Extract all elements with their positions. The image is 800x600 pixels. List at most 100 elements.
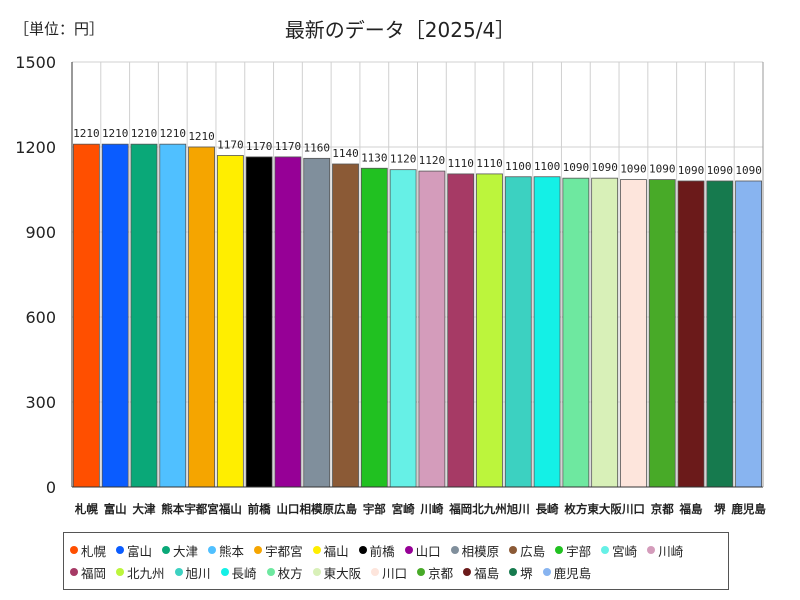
bar	[562, 177, 590, 488]
legend-item: 東大阪	[312, 561, 361, 583]
legend-item: 相模原	[450, 539, 499, 561]
legend-item: 山口	[404, 539, 441, 561]
bar	[533, 176, 561, 488]
legend-swatch	[266, 568, 275, 576]
bar	[188, 146, 215, 488]
bar	[447, 173, 475, 488]
legend-swatch	[358, 546, 367, 554]
legend-item: 前橋	[358, 539, 395, 561]
x-tick-label: 京都	[651, 502, 674, 516]
x-tick-label: 福島	[679, 502, 703, 516]
x-tick-label: 宇部	[363, 502, 386, 516]
value-label: 1090	[678, 164, 705, 177]
legend-item: 京都	[417, 561, 453, 583]
legend-label: 富山	[127, 543, 153, 559]
value-label: 1170	[217, 139, 244, 152]
legend-label: 堺	[520, 565, 533, 581]
legend-swatch	[312, 546, 321, 554]
legend-label: 川口	[382, 565, 408, 581]
legend-swatch	[404, 546, 413, 554]
legend-item: 札幌	[70, 539, 106, 561]
value-label: 1090	[563, 161, 590, 174]
legend-label: 広島	[520, 543, 546, 559]
x-tick-label: 長崎	[536, 502, 559, 516]
bar	[159, 143, 187, 488]
legend-swatch	[174, 568, 183, 576]
y-tick-label: 0	[46, 478, 56, 497]
legend-swatch	[70, 546, 78, 554]
legend-label: 福岡	[81, 565, 107, 581]
bar	[677, 180, 705, 488]
bar	[245, 156, 273, 488]
bar	[620, 179, 647, 488]
unit-label: ［単位：円］	[14, 20, 105, 38]
y-tick-labels: 0 300 600 900 1200 1500	[15, 53, 56, 497]
legend-label: 福山	[323, 543, 349, 559]
legend-label: 鹿児島	[553, 565, 592, 581]
bar	[418, 170, 446, 488]
legend-label: 宇都宮	[265, 543, 303, 559]
legend-item: 川崎	[647, 539, 683, 561]
legend-item: 福山	[312, 539, 349, 561]
value-label: 1090	[649, 163, 676, 176]
legend-item: 堺	[509, 561, 533, 583]
legend-label: 宇部	[566, 543, 592, 559]
legend-item: 宮崎	[601, 539, 637, 561]
bars	[72, 143, 763, 488]
x-tick-label: 川崎	[419, 502, 443, 516]
legend-swatch	[116, 546, 125, 554]
value-label: 1210	[102, 127, 129, 140]
value-label: 1110	[447, 157, 474, 170]
legend-label: 大津	[173, 543, 199, 559]
legend-swatch	[601, 546, 610, 554]
bar	[504, 176, 532, 488]
x-tick-label: 相模原	[299, 502, 334, 516]
legend-swatch	[220, 568, 229, 576]
axes	[71, 62, 764, 488]
bar	[303, 157, 331, 488]
y-tick-label: 900	[25, 223, 56, 242]
legend-item: 鹿児島	[542, 561, 592, 583]
legend-item: 枚方	[266, 561, 303, 583]
chart-title: 最新のデータ［2025/4］	[284, 18, 516, 42]
legend-swatch	[254, 546, 263, 554]
grid-lines	[71, 61, 764, 487]
legend-swatch	[509, 568, 518, 576]
legend-swatch	[555, 546, 564, 554]
value-label: 1100	[534, 160, 561, 173]
bar	[389, 169, 417, 488]
legend-item: 福島	[463, 561, 499, 583]
legend-item: 福岡	[70, 561, 106, 583]
x-tick-label: 宇都宮	[184, 502, 219, 516]
x-tick-label: 鹿児島	[731, 502, 766, 516]
value-label: 1090	[707, 164, 734, 177]
value-label: 1170	[275, 140, 302, 153]
legend-label: 川崎	[658, 543, 684, 559]
legend-label: 北九州	[127, 565, 165, 581]
bar	[274, 156, 302, 488]
legend-item: 旭川	[174, 561, 211, 583]
x-tick-label: 富山	[104, 502, 127, 516]
bar	[591, 177, 619, 488]
x-tick-label: 山口	[276, 502, 299, 516]
legend-label: 札幌	[81, 543, 107, 559]
legend-label: 前橋	[369, 543, 395, 559]
legend-item: 富山	[116, 539, 152, 561]
legend-swatch	[312, 568, 321, 576]
legend-label: 福島	[474, 565, 500, 581]
x-tick-label: 大津	[132, 502, 155, 516]
bar	[101, 143, 129, 488]
legend-swatch	[70, 568, 78, 576]
x-tick-label: 川口	[621, 502, 645, 516]
value-label: 1210	[188, 130, 215, 143]
x-tick-label: 宮崎	[392, 502, 415, 516]
legend-swatch	[162, 546, 171, 554]
value-label: 1120	[390, 153, 417, 166]
legend-label: 宮崎	[612, 543, 638, 559]
legend-swatch	[450, 546, 459, 554]
value-label: 1160	[303, 141, 330, 154]
x-tick-label: 熊本	[161, 502, 184, 516]
bar	[332, 163, 359, 488]
x-tick-label: 東大阪	[587, 502, 622, 516]
